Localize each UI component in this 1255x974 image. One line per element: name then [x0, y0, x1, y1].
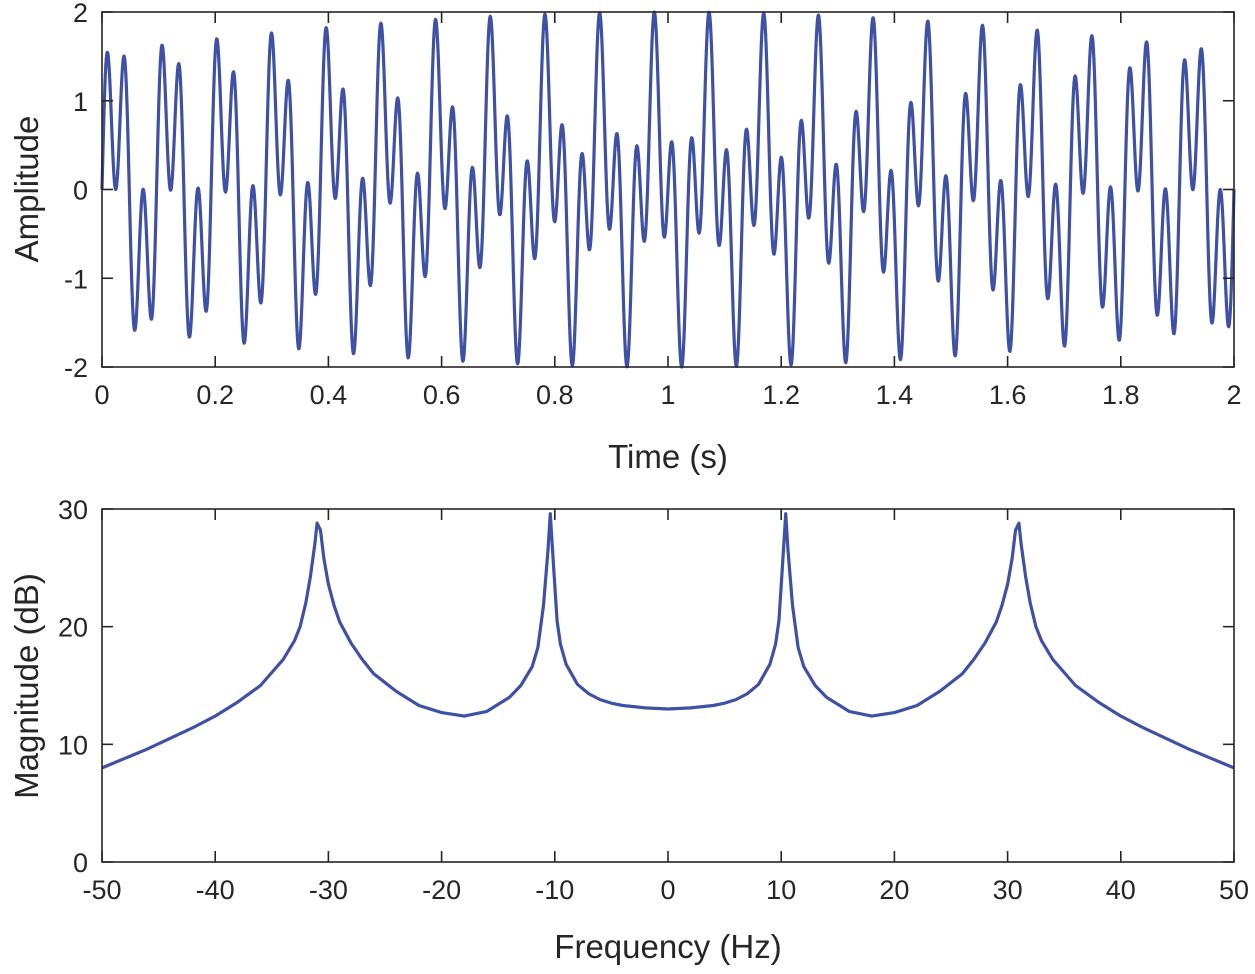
freq-y-axis-label: Magnitude (dB) [8, 573, 45, 799]
freq-y-tick-label: 20 [58, 613, 88, 643]
time-signal-line [100, 10, 1236, 369]
time-y-tick-label: -1 [64, 264, 88, 294]
time-x-tick-label: 1.2 [762, 380, 800, 410]
time-x-tick-label: 1.8 [1102, 380, 1140, 410]
freq-x-axis-label: Frequency (Hz) [554, 928, 781, 965]
freq-axes-box [101, 508, 1235, 863]
freq-y-ticks: 0 10 20 30 [58, 495, 1234, 878]
freq-x-tick-label: -50 [82, 875, 121, 905]
freq-x-tick-label: -40 [196, 875, 235, 905]
time-x-tick-label: 0 [94, 380, 109, 410]
time-x-tick-label: 0.4 [310, 380, 348, 410]
freq-x-ticks: -50 -40 -30 -20 -10 0 10 20 30 40 50 [82, 509, 1249, 905]
freq-x-tick-label: -20 [422, 875, 461, 905]
time-y-tick-label: 1 [73, 87, 88, 117]
freq-x-tick-label: 30 [993, 875, 1023, 905]
freq-x-tick-label: -10 [535, 875, 574, 905]
time-x-tick-label: 0.8 [536, 380, 574, 410]
freq-y-tick-label: 0 [73, 848, 88, 878]
freq-x-tick-label: 40 [1106, 875, 1136, 905]
time-x-tick-label: 0.6 [423, 380, 461, 410]
time-x-ticks: 0 0.2 0.4 0.6 0.8 1 1.2 1.4 1.6 1.8 2 [94, 12, 1242, 410]
time-y-ticks: -2 -1 0 1 2 [64, 0, 1234, 383]
time-y-tick-label: -2 [64, 353, 88, 383]
freq-x-tick-label: 20 [879, 875, 909, 905]
freq-y-tick-label: 30 [58, 495, 88, 525]
time-y-tick-label: 2 [73, 0, 88, 28]
time-x-tick-label: 1.4 [876, 380, 914, 410]
time-x-tick-label: 1.6 [989, 380, 1027, 410]
freq-x-tick-label: 10 [766, 875, 796, 905]
time-x-axis-label: Time (s) [608, 438, 728, 475]
freq-x-tick-label: 0 [660, 875, 675, 905]
freq-y-tick-label: 10 [58, 730, 88, 760]
time-y-axis-label: Amplitude [8, 116, 45, 263]
freq-x-tick-label: 50 [1219, 875, 1249, 905]
time-x-tick-label: 2 [1226, 380, 1241, 410]
time-domain-plot: 0 0.2 0.4 0.6 0.8 1 1.2 1.4 1.6 1.8 2 -2 -1 0 1 2 Time… [8, 0, 1242, 475]
time-y-tick-label: 0 [73, 176, 88, 206]
spectrum-line [101, 512, 1235, 770]
freq-x-tick-label: -30 [309, 875, 348, 905]
time-x-tick-label: 0.2 [196, 380, 234, 410]
time-x-tick-label: 1 [660, 380, 675, 410]
frequency-domain-plot: -50 -40 -30 -20 -10 0 10 20 30 40 50 0 10 20 30 Frequ… [8, 495, 1249, 965]
